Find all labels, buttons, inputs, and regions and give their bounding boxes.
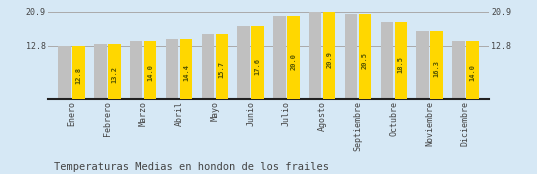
Bar — [452, 41, 465, 99]
Text: 20.9: 20.9 — [326, 51, 332, 68]
Bar — [144, 41, 156, 99]
Bar — [251, 26, 264, 99]
Text: 18.5: 18.5 — [398, 56, 404, 73]
Bar — [215, 34, 228, 99]
Bar — [466, 41, 478, 99]
Bar — [395, 22, 407, 99]
Bar — [323, 12, 336, 99]
Bar — [59, 46, 71, 99]
Text: 14.0: 14.0 — [147, 64, 153, 81]
Bar — [166, 39, 178, 99]
Bar — [381, 22, 393, 99]
Text: 16.3: 16.3 — [433, 60, 440, 77]
Bar — [130, 41, 142, 99]
Bar — [309, 12, 322, 99]
Bar — [287, 16, 300, 99]
Text: Temperaturas Medias en hondon de los frailes: Temperaturas Medias en hondon de los fra… — [54, 162, 329, 172]
Text: 14.4: 14.4 — [183, 64, 189, 81]
Bar — [201, 34, 214, 99]
Bar — [345, 14, 357, 99]
Text: 12.8: 12.8 — [76, 67, 82, 84]
Text: 17.6: 17.6 — [255, 58, 260, 75]
Bar — [430, 31, 443, 99]
Text: 20.5: 20.5 — [362, 52, 368, 69]
Text: 14.0: 14.0 — [469, 64, 475, 81]
Bar — [180, 39, 192, 99]
Bar — [94, 44, 107, 99]
Bar — [108, 44, 121, 99]
Text: 20.0: 20.0 — [291, 53, 296, 70]
Bar — [359, 14, 371, 99]
Bar — [273, 16, 286, 99]
Bar — [72, 46, 85, 99]
Bar — [416, 31, 429, 99]
Bar — [237, 26, 250, 99]
Text: 15.7: 15.7 — [219, 61, 225, 78]
Text: 13.2: 13.2 — [111, 66, 118, 83]
